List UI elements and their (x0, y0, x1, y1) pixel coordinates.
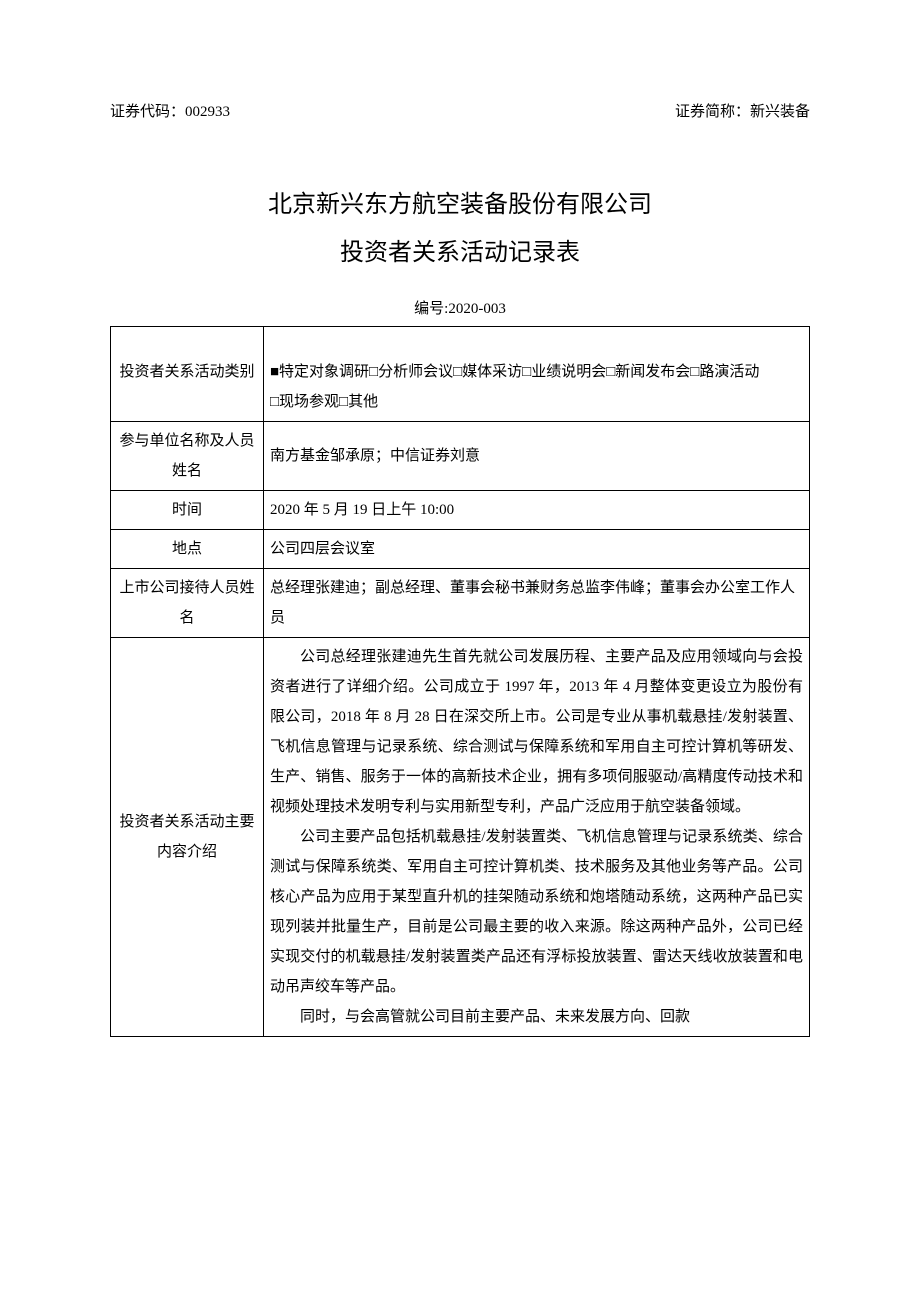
location-value: 公司四层会议室 (264, 530, 810, 569)
title-block: 北京新兴东方航空装备股份有限公司 投资者关系活动记录表 (110, 181, 810, 277)
receptionists-value: 总经理张建迪；副总经理、董事会秘书兼财务总监李伟峰；董事会办公室工作人员 (264, 569, 810, 638)
table-row: 地点 公司四层会议室 (111, 530, 810, 569)
title-line2: 投资者关系活动记录表 (110, 229, 810, 277)
participants-label: 参与单位名称及人员姓名 (111, 422, 264, 491)
table-row: 参与单位名称及人员姓名 南方基金邹承原；中信证券刘意 (111, 422, 810, 491)
document-page: 证券代码：002933 证券简称：新兴装备 北京新兴东方航空装备股份有限公司 投… (0, 0, 920, 1301)
receptionists-label: 上市公司接待人员姓名 (111, 569, 264, 638)
stock-name: 证券简称：新兴装备 (675, 100, 810, 121)
content-paragraph: 公司总经理张建迪先生首先就公司发展历程、主要产品及应用领域向与会投资者进行了详细… (270, 642, 803, 822)
activity-type-value: ■特定对象调研□分析师会议□媒体采访□业绩说明会□新闻发布会□路演活动□现场参观… (264, 327, 810, 422)
table-row: 投资者关系活动类别 ■特定对象调研□分析师会议□媒体采访□业绩说明会□新闻发布会… (111, 327, 810, 422)
location-label: 地点 (111, 530, 264, 569)
table-row: 上市公司接待人员姓名 总经理张建迪；副总经理、董事会秘书兼财务总监李伟峰；董事会… (111, 569, 810, 638)
header-line: 证券代码：002933 证券简称：新兴装备 (110, 100, 810, 121)
participants-value: 南方基金邹承原；中信证券刘意 (264, 422, 810, 491)
content-value: 公司总经理张建迪先生首先就公司发展历程、主要产品及应用领域向与会投资者进行了详细… (264, 638, 810, 1037)
content-paragraph: 同时，与会高管就公司目前主要产品、未来发展方向、回款 (270, 1002, 803, 1032)
table-row: 时间 2020 年 5 月 19 日上午 10:00 (111, 491, 810, 530)
content-label: 投资者关系活动主要内容介绍 (111, 638, 264, 1037)
content-paragraph: 公司主要产品包括机载悬挂/发射装置类、飞机信息管理与记录系统类、综合测试与保障系… (270, 822, 803, 1002)
time-label: 时间 (111, 491, 264, 530)
table-row: 投资者关系活动主要内容介绍 公司总经理张建迪先生首先就公司发展历程、主要产品及应… (111, 638, 810, 1037)
activity-type-label: 投资者关系活动类别 (111, 327, 264, 422)
title-line1: 北京新兴东方航空装备股份有限公司 (110, 181, 810, 229)
document-number: 编号:2020-003 (110, 297, 810, 318)
record-table: 投资者关系活动类别 ■特定对象调研□分析师会议□媒体采访□业绩说明会□新闻发布会… (110, 326, 810, 1037)
time-value: 2020 年 5 月 19 日上午 10:00 (264, 491, 810, 530)
stock-code: 证券代码：002933 (110, 100, 230, 121)
